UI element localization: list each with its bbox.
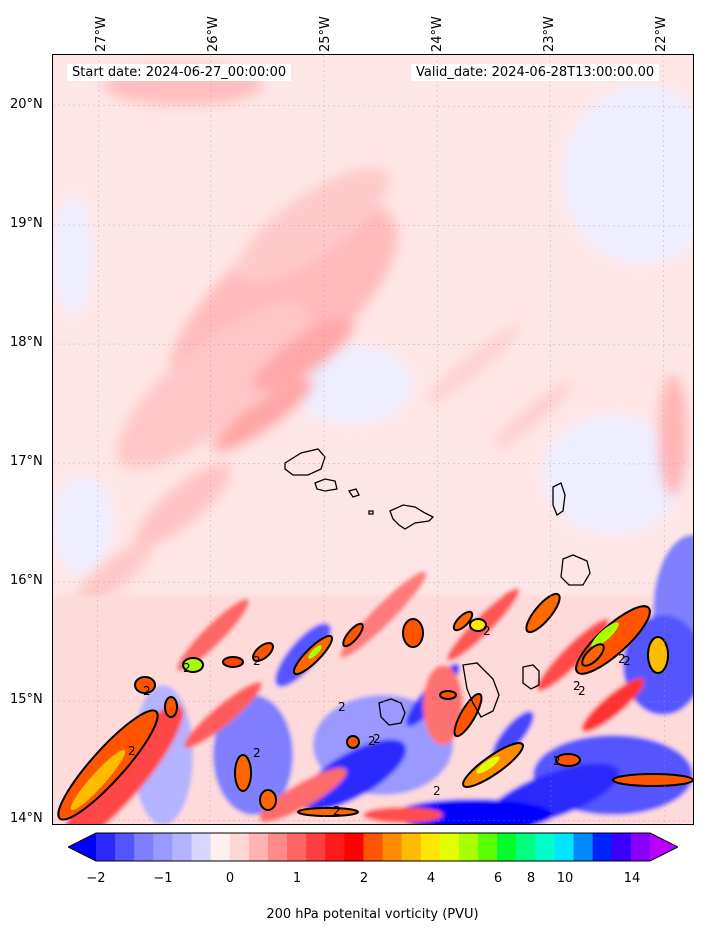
- colorbar-cell: [153, 833, 173, 861]
- contour-label: 2: [483, 624, 491, 638]
- colorbar-tick: 0: [225, 871, 235, 886]
- colorbar-tick: 4: [426, 871, 436, 886]
- colorbar: [68, 832, 678, 862]
- pv2-contours: [57, 592, 693, 821]
- lon-label-22w: 22°W: [654, 16, 669, 52]
- lat-label-19n: 19°N: [10, 216, 43, 231]
- colorbar-cell: [401, 833, 422, 861]
- lat-label-14n: 14°N: [10, 811, 43, 826]
- contour-label: 2: [338, 700, 346, 714]
- colorbar-cell: [267, 833, 288, 861]
- colorbar-cell: [535, 833, 555, 861]
- contour-label: 2: [253, 746, 261, 760]
- contour-label: 2: [573, 679, 581, 693]
- lon-label-23w: 23°W: [542, 16, 557, 52]
- colorbar-tick: 2: [359, 871, 369, 886]
- contour-label: 2: [368, 734, 376, 748]
- contour-label: 2: [618, 652, 626, 666]
- gridlines: [53, 55, 693, 824]
- lat-label-17n: 17°N: [10, 454, 43, 469]
- contour-label: 2: [623, 654, 631, 668]
- colorbar-cell: [439, 833, 460, 861]
- pv-field: 2 2 2 2 2 2 2 2 2 2 2 2 2 2 2 2: [53, 55, 693, 824]
- lat-label-18n: 18°N: [10, 335, 43, 350]
- pv-map: 2 2 2 2 2 2 2 2 2 2 2 2 2 2 2 2: [52, 54, 694, 825]
- colorbar-cell: [420, 833, 441, 861]
- contour-label: 2: [143, 684, 151, 698]
- colorbar-cell: [592, 833, 613, 861]
- colorbar-tick: 14: [623, 871, 641, 886]
- colorbar-tick: 6: [493, 871, 503, 886]
- colorbar-cell: [344, 833, 364, 861]
- contour-labels: 2 2 2 2 2 2 2 2 2 2 2 2 2 2 2 2: [128, 624, 631, 818]
- contour-label: 2: [373, 732, 381, 746]
- colorbar-tick: 10: [556, 871, 574, 886]
- colorbar-tick: −1: [153, 871, 173, 886]
- colorbar-cell: [516, 833, 536, 861]
- pink-streaks: [73, 65, 687, 609]
- colorbar-cell: [115, 833, 135, 861]
- colorbar-cell: [96, 833, 116, 861]
- colorbar-extend-low: [68, 833, 96, 861]
- coastlines: [284, 448, 591, 726]
- contour-label: 2: [433, 784, 441, 798]
- contour-label: 2: [578, 684, 586, 698]
- colorbar-cell: [458, 833, 479, 861]
- start-date-label: Start date: 2024-06-27_00:00:00: [67, 64, 292, 81]
- colorbar-cell: [630, 833, 651, 861]
- colorbar-cell: [210, 833, 231, 861]
- lon-label-27w: 27°W: [94, 16, 109, 52]
- colorbar-label: 200 hPa potenital vorticity (PVU): [266, 907, 479, 922]
- lat-label-16n: 16°N: [10, 573, 43, 588]
- lon-label-25w: 25°W: [318, 16, 333, 52]
- colorbar-cell: [229, 833, 250, 861]
- colorbar-cell: [363, 833, 384, 861]
- colorbar-cell: [554, 833, 575, 861]
- colorbar-tick: −2: [86, 871, 106, 886]
- colorbar-cell: [382, 833, 403, 861]
- colorbar-cell: [248, 833, 269, 861]
- colorbar-extend-high: [650, 833, 678, 861]
- colorbar-cell: [306, 833, 326, 861]
- contour-label: 2: [128, 744, 136, 758]
- contour-label: 2: [553, 754, 561, 768]
- colorbar-cell: [325, 833, 345, 861]
- colorbar-cell: [172, 833, 193, 861]
- colorbar-cell: [478, 833, 498, 861]
- colorbar-cell: [611, 833, 632, 861]
- contour-label: 2: [333, 804, 341, 818]
- valid-date-label: Valid_date: 2024-06-28T13:00:00.00: [411, 64, 660, 81]
- colorbar-tick: 1: [292, 871, 302, 886]
- lon-label-24w: 24°W: [430, 16, 445, 52]
- colorbar-cell: [573, 833, 594, 861]
- colorbar-cell: [134, 833, 154, 861]
- contour-label: 2: [183, 661, 191, 675]
- contour-label: 2: [253, 654, 261, 668]
- lat-label-20n: 20°N: [10, 97, 43, 112]
- colorbar-cell: [191, 833, 212, 861]
- lon-label-26w: 26°W: [206, 16, 221, 52]
- colorbar-tick: 8: [526, 871, 536, 886]
- colorbar-cell: [497, 833, 517, 861]
- colorbar-cell: [287, 833, 307, 861]
- colorbar-outline: [68, 832, 678, 862]
- lat-label-15n: 15°N: [10, 692, 43, 707]
